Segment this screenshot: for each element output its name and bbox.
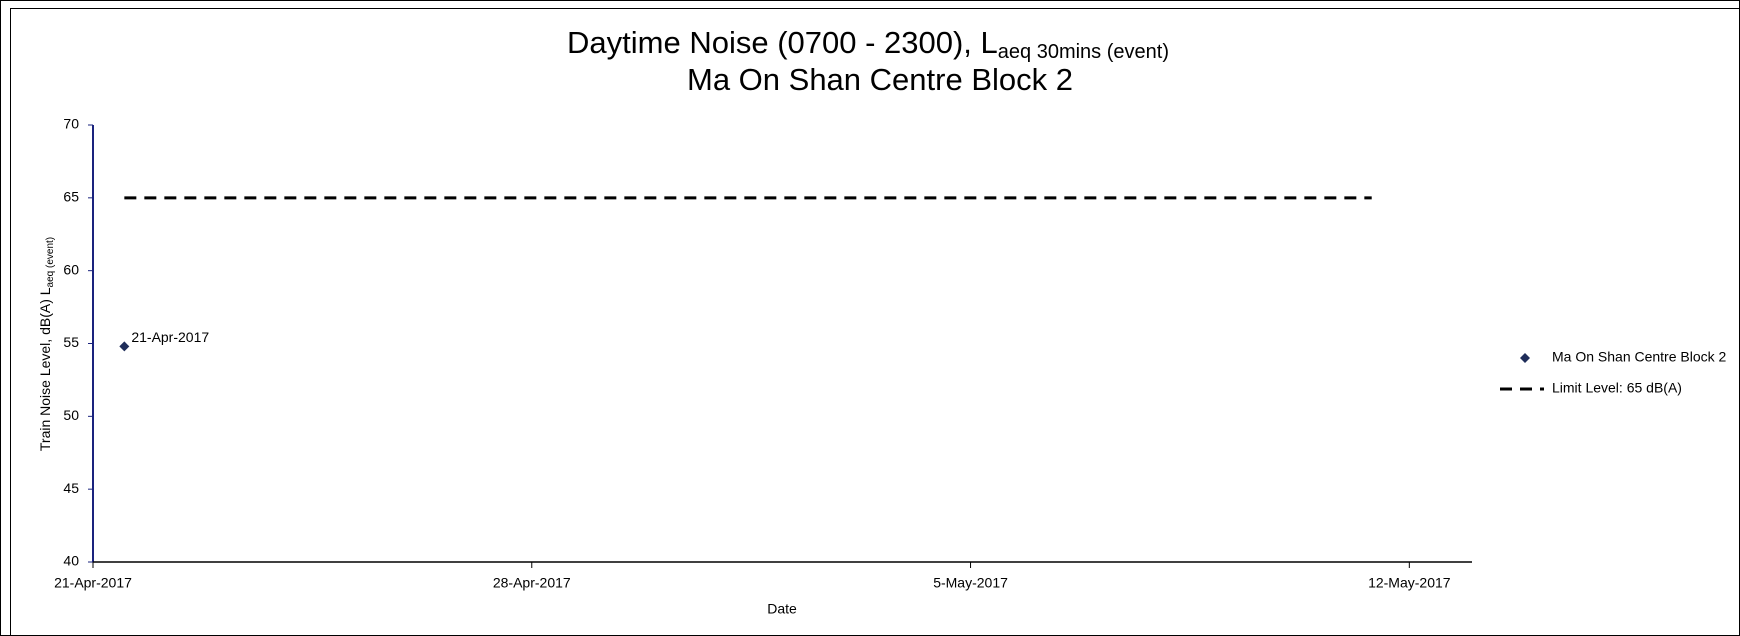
y-tick-label: 60 <box>63 261 79 277</box>
y-tick-label: 40 <box>63 553 79 569</box>
chart-title: Daytime Noise (0700 - 2300), Laeq 30mins… <box>567 25 1169 63</box>
chart-subtitle: Ma On Shan Centre Block 2 <box>687 62 1073 97</box>
x-tick-label: 5-May-2017 <box>933 575 1008 591</box>
point-label: 21-Apr-2017 <box>131 329 209 345</box>
title-main: Daytime Noise (0700 - 2300), L <box>567 25 998 60</box>
title-sub: aeq 30mins (event) <box>998 41 1169 63</box>
data-point <box>119 341 130 352</box>
y-tick-label: 45 <box>63 480 79 496</box>
y-tick-label: 70 <box>63 116 79 132</box>
y-tick-label: 65 <box>63 189 79 205</box>
y-label-sub: aeq (event) <box>45 237 56 288</box>
legend-label: Ma On Shan Centre Block 2 <box>1552 349 1727 365</box>
y-label-main: Train Noise Level, dB(A) L <box>37 287 53 451</box>
x-tick-label: 21-Apr-2017 <box>54 575 132 591</box>
legend-label: Limit Level: 65 dB(A) <box>1552 380 1682 396</box>
y-tick-label: 55 <box>63 334 79 350</box>
x-axis-label: Date <box>767 601 797 617</box>
legend-marker <box>1520 353 1530 363</box>
x-tick-label: 12-May-2017 <box>1368 575 1451 591</box>
y-tick-label: 50 <box>63 407 79 423</box>
y-axis-label: Train Noise Level, dB(A) Laeq (event) <box>37 237 56 451</box>
x-tick-label: 28-Apr-2017 <box>493 575 571 591</box>
